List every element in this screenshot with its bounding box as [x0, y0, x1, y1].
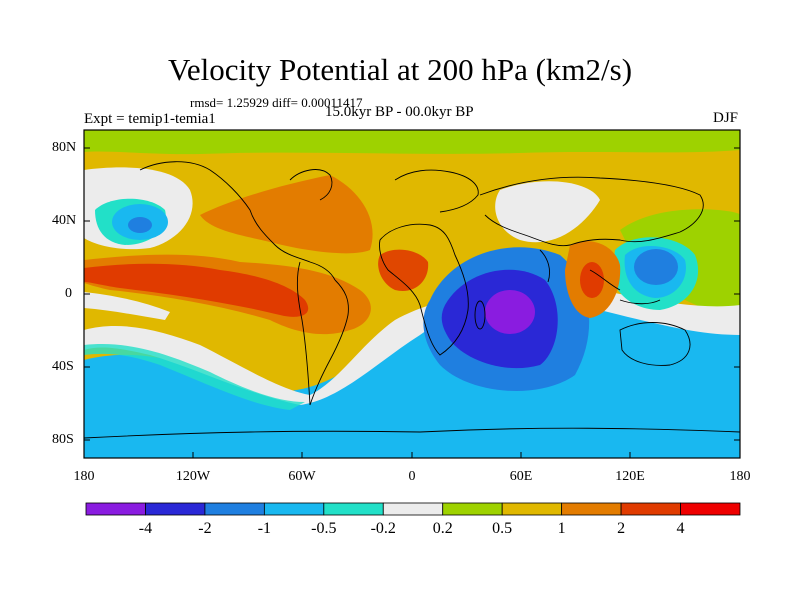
tick-marks	[83, 147, 741, 458]
lat-label-40s: 40S	[52, 359, 74, 374]
colorbar	[85, 502, 741, 516]
field-south-teal	[84, 344, 305, 410]
colorbar-swatch	[501, 502, 563, 516]
coast-asia	[479, 176, 704, 247]
colorbar-swatch	[620, 502, 681, 516]
coastlines	[84, 161, 740, 439]
lon-label-180w: 180	[73, 469, 95, 484]
colorbar-swatch	[145, 502, 206, 516]
field-antarctic	[84, 430, 740, 458]
colorbar-swatch	[442, 502, 503, 516]
period-label: 15.0kyr BP - 00.0kyr BP	[325, 104, 474, 120]
field-arabian-grey	[495, 181, 600, 243]
stats-text: rmsd= 1.25929 diff= 0.00011417	[190, 95, 363, 110]
lon-label-60w: 60W	[288, 469, 316, 484]
field-natl-orange	[200, 175, 373, 254]
lon-label-120e: 120E	[615, 469, 645, 484]
colorbar-label: 0.2	[432, 520, 453, 537]
coast-antarctica	[84, 427, 740, 439]
lat-label-80n: 80N	[52, 140, 77, 155]
colorbar-swatch	[680, 502, 741, 516]
coast-madagascar	[474, 300, 486, 330]
colorbar-swatch	[85, 502, 146, 516]
experiment-label: Expt = temip1-temia1	[84, 111, 216, 127]
field-epac-grey	[84, 292, 170, 320]
colorbar-label: 1	[557, 520, 566, 537]
lon-label-0: 0	[408, 469, 416, 484]
coast-south-america-east	[309, 279, 349, 406]
colorbar-label: 4	[676, 520, 685, 537]
field-wpac-blue	[634, 249, 678, 285]
field-mc-red	[580, 262, 604, 298]
coast-islands	[589, 269, 661, 305]
season-label: DJF	[712, 110, 738, 126]
coast-north-america	[139, 161, 336, 281]
field-epac-red	[84, 263, 309, 317]
lon-label-60e: 60E	[509, 469, 533, 484]
colorbar-label: -1	[257, 520, 272, 537]
coast-india	[539, 249, 551, 283]
map-title: Velocity Potential at 200 hPa (km2/s)	[167, 52, 633, 87]
colorbar-label: -4	[138, 520, 153, 537]
colorbar-label: -2	[198, 520, 212, 537]
colorbar-label: 0.5	[492, 520, 513, 537]
coast-greenland-hudson	[289, 169, 333, 201]
contour-field	[84, 130, 740, 458]
colorbar-swatch	[204, 502, 265, 516]
field-indian-purple	[485, 290, 535, 334]
field-npac-blue	[128, 217, 152, 233]
lat-label-80s: 80S	[52, 432, 74, 447]
coast-south-america-west	[296, 261, 311, 406]
colorbar-label: -0.5	[311, 520, 337, 537]
field-north-band	[84, 130, 740, 155]
lon-label-120w: 120W	[175, 469, 211, 484]
colorbar-swatch	[561, 502, 622, 516]
colorbar-swatch	[323, 502, 384, 516]
coast-europe	[394, 169, 479, 213]
colorbar-label: 2	[617, 520, 626, 537]
colorbar-swatch	[382, 502, 444, 516]
field-africa-red	[378, 249, 429, 291]
field-south-grey	[84, 285, 740, 405]
coast-africa	[379, 223, 469, 356]
colorbar-label: -0.2	[370, 520, 396, 537]
lat-label-40n: 40N	[52, 213, 77, 228]
lon-label-180e: 180	[729, 469, 751, 484]
colorbar-swatch	[263, 502, 325, 516]
lat-label-0: 0	[65, 286, 72, 301]
coast-australia	[619, 322, 691, 366]
